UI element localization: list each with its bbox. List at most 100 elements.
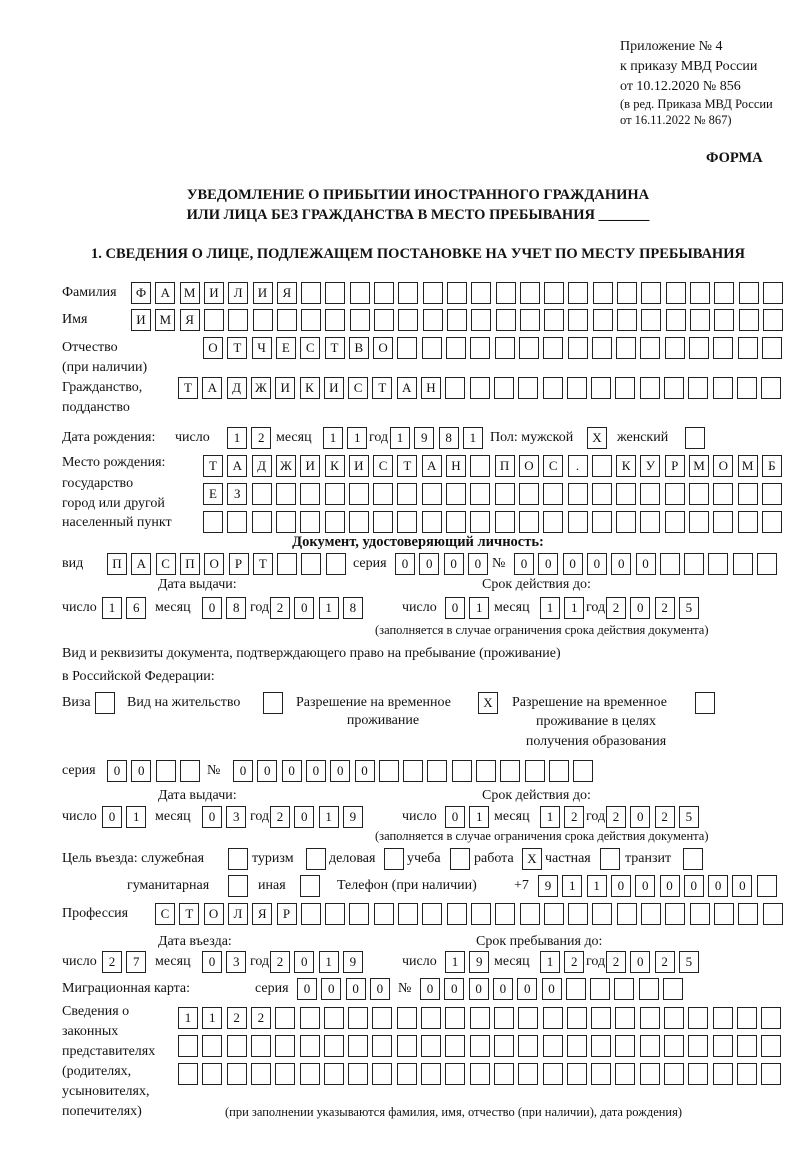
char-cell[interactable]: 0	[294, 951, 315, 973]
char-cell[interactable]	[664, 483, 685, 505]
char-cell[interactable]	[325, 282, 346, 304]
char-cell[interactable]: 0	[321, 978, 342, 1000]
char-cell[interactable]	[714, 282, 735, 304]
char-cell[interactable]: Ф	[131, 282, 151, 304]
char-cell[interactable]: П	[494, 455, 515, 477]
char-cell[interactable]	[543, 511, 564, 533]
char-cell[interactable]: 1	[227, 427, 247, 449]
char-cell[interactable]: X	[522, 848, 542, 870]
char-cell[interactable]: 2	[270, 806, 290, 828]
char-cell[interactable]: И	[203, 282, 224, 304]
char-cell[interactable]: 1	[445, 951, 465, 973]
char-cell[interactable]: П	[107, 553, 127, 575]
char-cell[interactable]	[300, 483, 321, 505]
char-cell[interactable]: 0	[369, 978, 390, 1000]
char-cell[interactable]	[566, 1007, 587, 1029]
char-cell[interactable]: Я	[276, 282, 297, 304]
char-cell[interactable]: 2	[654, 597, 675, 619]
char-cell[interactable]: 1	[318, 806, 339, 828]
char-cell[interactable]: О	[713, 455, 734, 477]
char-cell[interactable]: 0	[354, 760, 375, 782]
char-cell[interactable]	[683, 848, 703, 870]
char-cell[interactable]: К	[324, 455, 345, 477]
char-cell[interactable]: 0	[732, 875, 753, 897]
char-cell[interactable]: 6	[126, 597, 147, 619]
char-cell[interactable]: 0	[562, 553, 583, 575]
char-cell[interactable]: 0	[586, 553, 607, 575]
char-cell[interactable]	[519, 903, 540, 925]
char-cell[interactable]	[470, 455, 491, 477]
char-cell[interactable]	[519, 309, 540, 331]
char-cell[interactable]	[421, 1063, 441, 1085]
char-cell[interactable]: 1	[540, 806, 560, 828]
char-cell[interactable]	[493, 1007, 514, 1029]
char-cell[interactable]	[616, 903, 637, 925]
char-cell[interactable]	[445, 1007, 466, 1029]
char-cell[interactable]: 8	[226, 597, 247, 619]
char-cell[interactable]	[640, 511, 661, 533]
char-cell[interactable]	[277, 553, 298, 575]
char-cell[interactable]	[324, 511, 345, 533]
char-cell[interactable]: 2	[564, 806, 585, 828]
char-cell[interactable]: 0	[630, 597, 651, 619]
char-cell[interactable]: 9	[342, 951, 363, 973]
char-cell[interactable]	[301, 309, 322, 331]
char-cell[interactable]: 1	[469, 806, 490, 828]
char-cell[interactable]	[301, 553, 322, 575]
char-cell[interactable]: М	[737, 455, 758, 477]
char-cell[interactable]: 0	[683, 875, 704, 897]
char-cell[interactable]	[469, 1007, 490, 1029]
char-cell[interactable]	[639, 1035, 660, 1057]
char-cell[interactable]: 0	[202, 597, 222, 619]
char-cell[interactable]	[421, 337, 442, 359]
char-cell[interactable]	[638, 978, 659, 1000]
char-cell[interactable]	[736, 377, 757, 399]
char-cell[interactable]: 1	[318, 597, 339, 619]
char-cell[interactable]	[732, 553, 753, 575]
char-cell[interactable]	[300, 875, 320, 897]
char-cell[interactable]	[276, 309, 297, 331]
char-cell[interactable]	[518, 1063, 539, 1085]
char-cell[interactable]	[615, 1063, 636, 1085]
char-cell[interactable]	[421, 1035, 441, 1057]
char-cell[interactable]	[762, 309, 783, 331]
char-cell[interactable]	[713, 337, 734, 359]
char-cell[interactable]	[639, 1007, 660, 1029]
char-cell[interactable]: П	[179, 553, 200, 575]
char-cell[interactable]	[664, 337, 685, 359]
char-cell[interactable]: Е	[275, 337, 296, 359]
char-cell[interactable]	[708, 553, 729, 575]
char-cell[interactable]	[421, 1007, 441, 1029]
char-cell[interactable]	[476, 760, 496, 782]
char-cell[interactable]	[398, 309, 419, 331]
char-cell[interactable]: 1	[462, 427, 483, 449]
char-cell[interactable]	[591, 483, 612, 505]
char-cell[interactable]	[640, 483, 661, 505]
char-cell[interactable]: 0	[443, 553, 464, 575]
char-cell[interactable]: М	[179, 282, 200, 304]
char-cell[interactable]: И	[275, 377, 296, 399]
char-cell[interactable]	[567, 511, 588, 533]
char-cell[interactable]	[591, 511, 612, 533]
char-cell[interactable]: 0	[294, 597, 315, 619]
char-cell[interactable]	[422, 903, 443, 925]
char-cell[interactable]	[591, 377, 612, 399]
char-cell[interactable]	[518, 483, 539, 505]
char-cell[interactable]	[688, 377, 709, 399]
char-cell[interactable]	[689, 282, 710, 304]
char-cell[interactable]: В	[348, 337, 369, 359]
char-cell[interactable]	[757, 553, 777, 575]
char-cell[interactable]	[591, 1035, 612, 1057]
char-cell[interactable]	[695, 692, 715, 714]
char-cell[interactable]	[591, 1063, 612, 1085]
char-cell[interactable]: 0	[514, 553, 534, 575]
char-cell[interactable]	[446, 282, 467, 304]
char-cell[interactable]: X	[478, 692, 498, 714]
char-cell[interactable]	[616, 511, 637, 533]
char-cell[interactable]: 2	[606, 806, 626, 828]
char-cell[interactable]: 1	[540, 951, 560, 973]
char-cell[interactable]	[762, 903, 783, 925]
char-cell[interactable]	[251, 511, 272, 533]
char-cell[interactable]	[275, 483, 296, 505]
char-cell[interactable]: Т	[203, 455, 223, 477]
